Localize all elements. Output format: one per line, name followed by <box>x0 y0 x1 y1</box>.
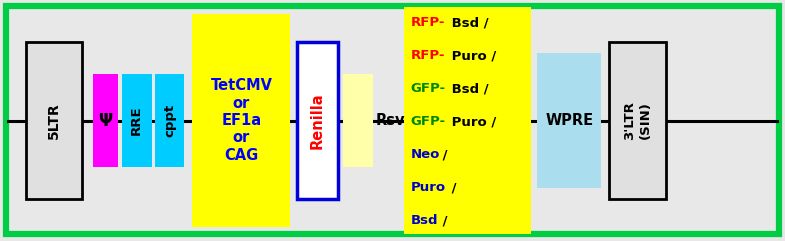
Text: Rsv: Rsv <box>375 113 405 128</box>
Text: /: / <box>438 148 447 161</box>
Text: Puro /: Puro / <box>447 115 496 128</box>
Bar <box>26 42 82 199</box>
Text: Renilla: Renilla <box>309 92 325 149</box>
Text: TetCMV
or
EF1a
or
CAG: TetCMV or EF1a or CAG <box>210 78 272 163</box>
Text: cppt: cppt <box>163 104 176 137</box>
Bar <box>297 42 338 199</box>
Bar <box>343 74 373 167</box>
Text: RFP-: RFP- <box>411 49 445 62</box>
Text: 5LTR: 5LTR <box>47 102 61 139</box>
Bar <box>93 74 118 167</box>
Text: Bsd /: Bsd / <box>447 16 488 29</box>
Text: GFP-: GFP- <box>411 82 446 95</box>
Text: Neo: Neo <box>411 148 440 161</box>
Bar <box>155 74 184 167</box>
Text: Ψ: Ψ <box>98 112 112 129</box>
Text: GFP-: GFP- <box>411 115 446 128</box>
Bar <box>537 53 601 188</box>
Text: RFP-: RFP- <box>411 16 445 29</box>
Text: 3'LTR
(SIN): 3'LTR (SIN) <box>623 101 652 140</box>
Bar <box>192 14 290 227</box>
Text: /: / <box>438 214 447 227</box>
Text: /: / <box>447 181 456 194</box>
Text: Bsd: Bsd <box>411 214 438 227</box>
Text: Puro /: Puro / <box>447 49 496 62</box>
Text: RRE: RRE <box>130 106 143 135</box>
Text: Bsd /: Bsd / <box>447 82 488 95</box>
Bar <box>404 7 531 234</box>
Text: Puro: Puro <box>411 181 446 194</box>
Text: WPRE: WPRE <box>545 113 593 128</box>
Bar <box>122 74 152 167</box>
Bar <box>609 42 666 199</box>
